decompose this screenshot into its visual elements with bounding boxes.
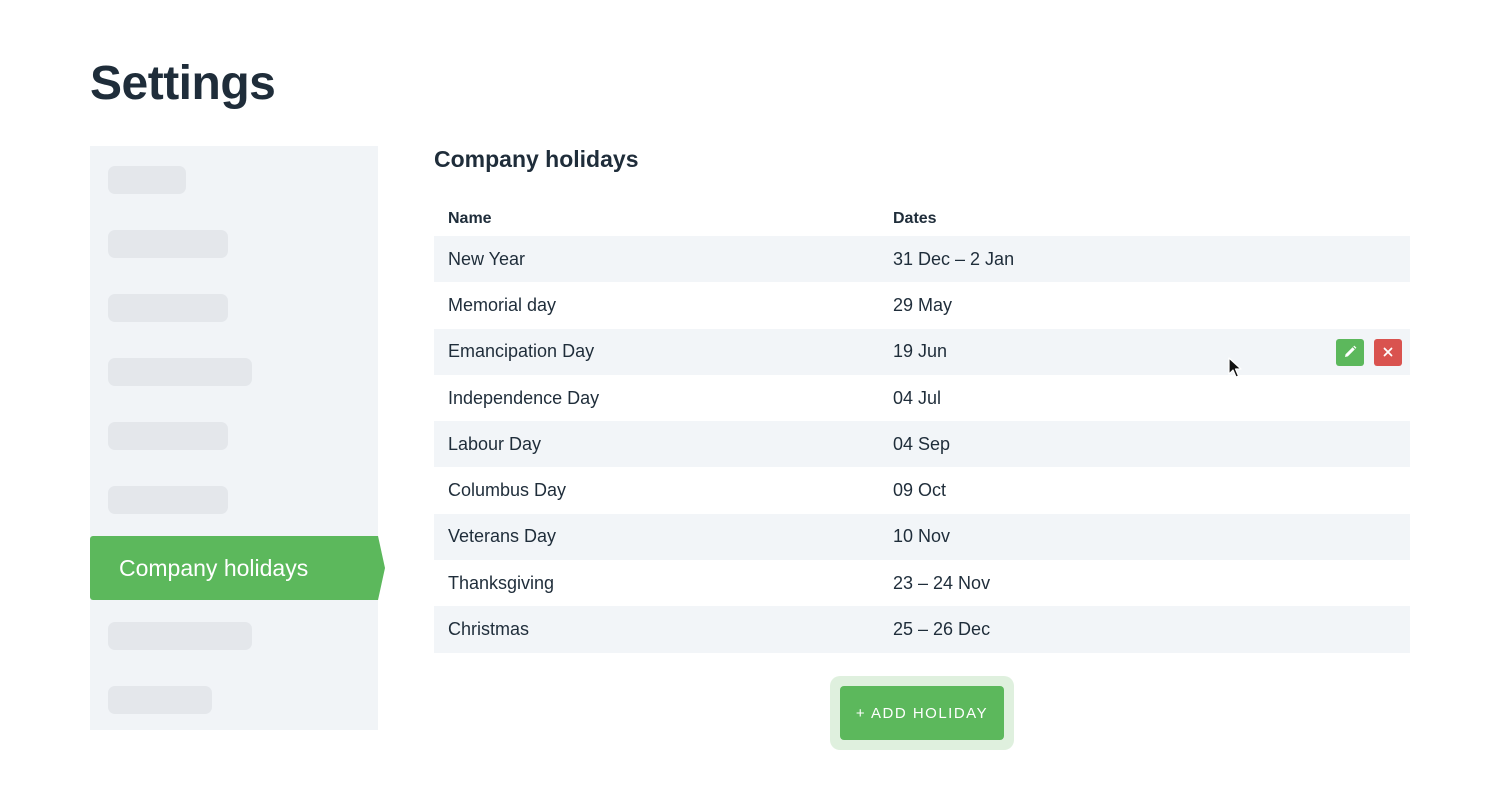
- table-row[interactable]: Christmas 25 – 26 Dec: [434, 606, 1410, 653]
- table-header: Name Dates: [434, 202, 1410, 236]
- holiday-name: Columbus Day: [448, 480, 567, 501]
- holiday-dates: 10 Nov: [893, 526, 951, 547]
- holiday-dates: 29 May: [893, 294, 953, 315]
- add-holiday-focus-ring: + ADD HOLIDAY: [830, 676, 1014, 750]
- holiday-name: Veterans Day: [448, 526, 557, 547]
- sidebar-item-placeholder[interactable]: [108, 422, 228, 450]
- sidebar-item-label: Company holidays: [119, 554, 309, 581]
- table-row[interactable]: Emancipation Day 19 Jun: [434, 328, 1410, 375]
- table-row[interactable]: Memorial day 29 May: [434, 282, 1410, 328]
- add-holiday-button[interactable]: + ADD HOLIDAY: [840, 686, 1004, 740]
- pencil-icon: [1345, 345, 1357, 358]
- table-row[interactable]: Thanksgiving 23 – 24 Nov: [434, 560, 1410, 606]
- holidays-table: Name Dates New Year 31 Dec – 2 Jan Memor…: [434, 202, 1410, 653]
- delete-button[interactable]: [1374, 338, 1402, 366]
- holiday-dates: 04 Jul: [893, 387, 942, 408]
- holiday-dates: 23 – 24 Nov: [893, 572, 991, 593]
- close-icon: [1383, 347, 1393, 357]
- holiday-dates: 25 – 26 Dec: [893, 619, 991, 640]
- mouse-cursor-icon: [1228, 357, 1242, 378]
- sidebar-item-placeholder[interactable]: [108, 358, 252, 386]
- section-title: Company holidays: [434, 146, 639, 172]
- table-row[interactable]: Independence Day 04 Jul: [434, 375, 1410, 421]
- holiday-dates: 19 Jun: [893, 341, 948, 362]
- holiday-name: Thanksgiving: [448, 572, 555, 593]
- sidebar-item-placeholder[interactable]: [108, 166, 186, 194]
- holiday-name: Emancipation Day: [448, 341, 595, 362]
- sidebar-item-placeholder[interactable]: [108, 294, 228, 322]
- row-actions: [1336, 338, 1402, 366]
- holiday-name: New Year: [448, 248, 526, 269]
- sidebar-item-placeholder[interactable]: [108, 622, 252, 650]
- holiday-dates: 04 Sep: [893, 433, 951, 454]
- sidebar-item-placeholder[interactable]: [108, 486, 228, 514]
- sidebar-item-company-holidays[interactable]: Company holidays: [90, 536, 385, 600]
- holiday-name: Memorial day: [448, 294, 557, 315]
- sidebar-item-placeholder[interactable]: [108, 686, 212, 714]
- sidebar-item-placeholder[interactable]: [108, 230, 228, 258]
- column-header-dates: Dates: [893, 210, 937, 227]
- holiday-dates: 09 Oct: [893, 480, 947, 501]
- table-row[interactable]: New Year 31 Dec – 2 Jan: [434, 236, 1410, 283]
- holiday-name: Independence Day: [448, 387, 600, 408]
- column-header-name: Name: [448, 210, 492, 227]
- page-title: Settings: [90, 57, 276, 110]
- table-row[interactable]: Labour Day 04 Sep: [434, 421, 1410, 468]
- settings-sidebar: Company holidays: [90, 146, 385, 730]
- table-row[interactable]: Columbus Day 09 Oct: [434, 467, 1410, 513]
- holiday-name: Christmas: [448, 619, 530, 640]
- edit-button[interactable]: [1336, 338, 1364, 366]
- holiday-dates: 31 Dec – 2 Jan: [893, 248, 1015, 269]
- table-row[interactable]: Veterans Day 10 Nov: [434, 513, 1410, 561]
- holiday-name: Labour Day: [448, 433, 542, 454]
